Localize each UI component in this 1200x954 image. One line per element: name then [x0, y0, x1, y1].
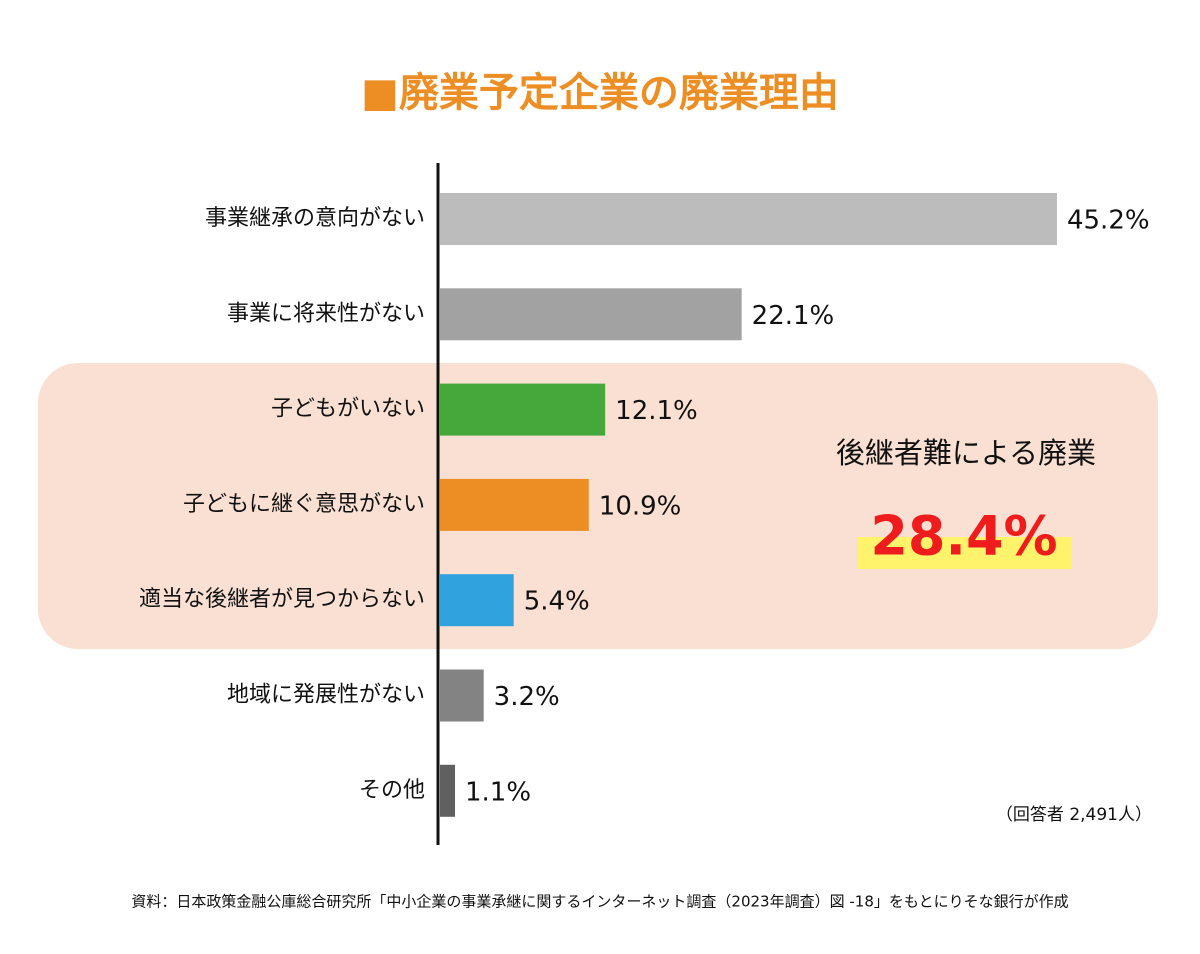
value-label: 12.1%	[615, 396, 698, 426]
category-label: 地域に発展性がない	[227, 683, 425, 708]
value-label: 45.2%	[1067, 206, 1150, 236]
value-label: 5.4%	[524, 587, 590, 617]
bar	[440, 478, 589, 531]
bar	[440, 288, 742, 341]
source: 資料：日本政策金融公庫総合研究所「中小企業の事業承継に関するインターネット調査（…	[131, 893, 1068, 911]
value-label: 10.9%	[599, 491, 682, 521]
category-label: 事業継承の意向がない	[205, 206, 425, 231]
category-label: 適当な後継者が見つからない	[139, 587, 425, 612]
value-label: 22.1%	[752, 301, 835, 331]
category-label: 事業に将来性がない	[227, 301, 425, 326]
chart-title: ■廃業予定企業の廃業理由	[361, 70, 839, 116]
bar	[440, 383, 606, 436]
bar	[440, 193, 1057, 245]
note: （回答者 2,491人）	[996, 805, 1152, 825]
annotation-highlight	[858, 537, 1071, 569]
bar	[440, 574, 514, 627]
category-label: その他	[359, 778, 425, 803]
category-label: 子どもに継ぐ意思がない	[183, 492, 425, 517]
value-label: 3.2%	[494, 682, 560, 712]
highlight-box	[38, 363, 1158, 649]
category-label: 子どもがいない	[271, 397, 425, 422]
value-label: 1.1%	[465, 777, 531, 807]
bar	[440, 669, 484, 722]
annotation-value: 28.4%	[870, 505, 1057, 568]
annotation-label: 後継者難による廃業	[836, 436, 1096, 470]
bar	[440, 764, 456, 817]
